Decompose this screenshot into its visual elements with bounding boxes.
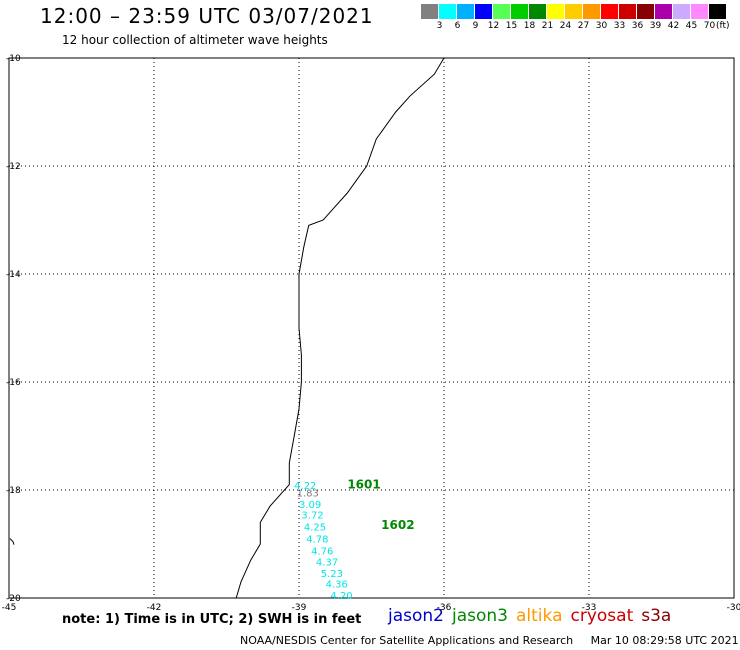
scale-swatch (493, 4, 510, 19)
map-title: 12:00 – 23:59 UTC 03/07/2021 (40, 4, 374, 28)
swh-label: 1.83 (297, 488, 319, 499)
swh-label: 3.09 (299, 500, 321, 511)
longitude-label: -30 (727, 603, 740, 613)
satellite-legend-item: jason2 (388, 606, 444, 626)
scale-tick-label: 18 (523, 21, 536, 31)
scale-swatch (457, 4, 474, 19)
scale-swatch (439, 4, 456, 19)
latitude-label: -18 (6, 486, 21, 496)
swh-label: 4.22 (294, 481, 316, 492)
scale-swatch (475, 4, 492, 19)
longitude-label: -33 (582, 603, 597, 613)
pass-number-label: 1602 (381, 518, 414, 532)
longitude-label: -42 (147, 603, 162, 613)
swh-label: 5.23 (321, 569, 343, 580)
scale-swatch (673, 4, 690, 19)
latitude-label: -20 (6, 594, 21, 604)
color-scale-legend: 3 6 9 12 15 18 21 24 27 30 33 36 39 42 45 70 (ft) (421, 4, 730, 34)
scale-swatch (619, 4, 636, 19)
scale-tick-label: 45 (685, 21, 698, 31)
scale-swatch (547, 4, 564, 19)
scale-tick-label: 36 (631, 21, 644, 31)
pass-number-label: 1601 (347, 477, 380, 491)
scale-tick-label: 3 (436, 21, 443, 31)
swh-label: 4.78 (306, 534, 328, 545)
latitude-label: -10 (6, 54, 21, 64)
coastline (235, 57, 445, 599)
swh-label: 4.20 (330, 591, 352, 602)
scale-tick-label: 15 (505, 21, 518, 31)
scale-swatch (529, 4, 546, 19)
scale-tick-label: 70 (703, 21, 716, 31)
scale-tick-label: 9 (472, 21, 479, 31)
note-text: note: 1) Time is in UTC; 2) SWH is in fe… (62, 612, 362, 627)
swh-label: 4.76 (311, 546, 333, 557)
footer-credit: NOAA/NESDIS Center for Satellite Applica… (240, 634, 739, 647)
scale-unit-label: (ft) (716, 21, 730, 31)
island-outline (9, 538, 15, 545)
latitude-label: -16 (6, 378, 21, 388)
scale-tick-label: 27 (577, 21, 590, 31)
swh-label: 3.72 (301, 511, 323, 522)
satellite-legend-item: cryosat (570, 606, 634, 626)
scale-tick-label: 24 (559, 21, 572, 31)
scale-swatch (691, 4, 708, 19)
longitude-label: -45 (2, 603, 17, 613)
satellite-legend: jason2 jason3 altika cryosat s3a (388, 606, 679, 626)
scale-swatch (583, 4, 600, 19)
scale-swatch (511, 4, 528, 19)
scale-swatch (655, 4, 672, 19)
scale-tick-label: 42 (667, 21, 680, 31)
scale-tick-label: 6 (454, 21, 461, 31)
satellite-legend-item: altika (516, 606, 563, 626)
credit-text: NOAA/NESDIS Center for Satellite Applica… (240, 634, 574, 647)
swh-label: 4.37 (316, 558, 338, 569)
scale-swatch (601, 4, 618, 19)
scale-swatch (637, 4, 654, 19)
scale-tick-label: 12 (487, 21, 500, 31)
scale-tick-label: 30 (595, 21, 608, 31)
swh-label: 4.36 (326, 580, 348, 591)
latitude-label: -14 (6, 270, 21, 280)
map-frame (8, 57, 735, 599)
scale-tick-label: 33 (613, 21, 626, 31)
longitude-label: -39 (292, 603, 307, 613)
latitude-label: -12 (6, 162, 21, 172)
scale-tick-label: 39 (649, 21, 662, 31)
satellite-legend-item: s3a (641, 606, 672, 626)
scale-tick-label: 21 (541, 21, 554, 31)
swh-label: 4.25 (304, 523, 326, 534)
scale-swatch (421, 4, 438, 19)
longitude-label: -36 (437, 603, 452, 613)
map-subtitle: 12 hour collection of altimeter wave hei… (62, 33, 328, 47)
scale-swatch (565, 4, 582, 19)
timestamp-text: Mar 10 08:29:58 UTC 2021 (590, 634, 739, 647)
scale-swatch (709, 4, 726, 19)
satellite-legend-item: jason3 (452, 606, 508, 626)
